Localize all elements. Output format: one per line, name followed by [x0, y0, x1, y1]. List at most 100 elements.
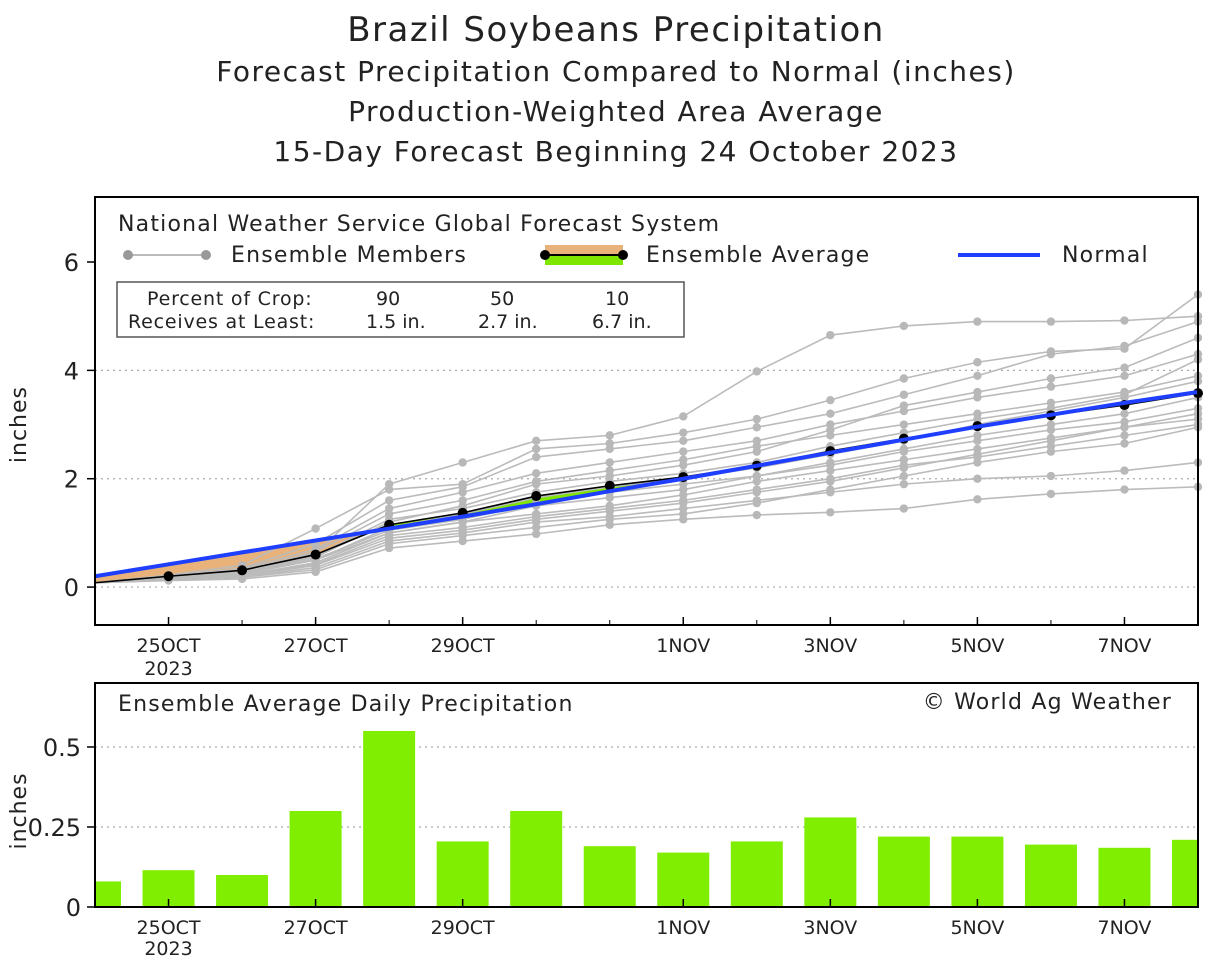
- ensemble-member-point: [826, 431, 835, 440]
- ensemble-member-point: [826, 330, 835, 340]
- ensemble-member-line: [94, 396, 1199, 584]
- crop-amount-10: 6.7 in.: [592, 311, 652, 333]
- ensemble-member-point: [384, 485, 394, 494]
- ensemble-member-point: [752, 496, 761, 505]
- y-tick-label: 2: [64, 466, 79, 494]
- ensemble-member-point: [973, 452, 982, 462]
- ensemble-member-point: [826, 460, 835, 470]
- ensemble-member-point: [679, 447, 688, 456]
- ensemble-member-line: [94, 423, 1199, 584]
- crop-amount-90: 1.5 in.: [366, 311, 426, 333]
- ensemble-average-point: [531, 491, 542, 502]
- ensemble-member-point: [826, 395, 835, 405]
- daily-precip-bar: [657, 852, 710, 907]
- x-tick-label: 7NOV: [1098, 635, 1152, 657]
- ensemble-member-point: [752, 471, 761, 481]
- daily-precip-bar: [95, 881, 121, 907]
- daily-precip-bar: [804, 817, 857, 907]
- ensemble-member-point: [1120, 409, 1129, 418]
- legend-average-above-swatch: [545, 255, 623, 265]
- crop-row2-label: Receives at Least:: [128, 311, 315, 333]
- ensemble-member-point: [1046, 349, 1056, 359]
- bottom-plot-frame: [95, 683, 1198, 907]
- ensemble-member-point: [1120, 371, 1129, 380]
- legend-average-marker-right: [618, 250, 628, 260]
- ensemble-member-point: [605, 520, 614, 529]
- ensemble-member-point: [679, 428, 688, 437]
- ensemble-member-point: [384, 543, 394, 553]
- ensemble-member-line: [94, 426, 1199, 584]
- crop-percent-50: 50: [490, 288, 514, 310]
- ensemble-member-point: [384, 531, 394, 540]
- ensemble-member-point: [532, 436, 541, 445]
- ensemble-member-point: [899, 460, 909, 470]
- ensemble-member-point: [311, 560, 320, 569]
- ensemble-member-point: [973, 317, 982, 326]
- ensemble-member-line: [94, 486, 1199, 584]
- bottom-x-tick-label: 27OCT: [284, 917, 348, 939]
- copyright-label: © World Ag Weather: [923, 690, 1172, 715]
- ensemble-member-point: [1046, 317, 1056, 326]
- ensemble-member-point: [899, 420, 909, 429]
- crop-percent-90: 90: [376, 288, 400, 310]
- ensemble-member-point: [1120, 485, 1129, 494]
- ensemble-member-point: [458, 458, 467, 467]
- ensemble-member-point: [532, 444, 541, 454]
- ensemble-average-point: [237, 565, 248, 576]
- ensemble-member-point: [1046, 489, 1056, 499]
- ensemble-member-point: [1120, 417, 1129, 427]
- ensemble-member-point: [1120, 466, 1129, 475]
- ensemble-member-point: [1120, 316, 1129, 325]
- ensemble-member-point: [458, 523, 467, 532]
- bottom-panel-label: Ensemble Average Daily Precipitation: [118, 692, 574, 717]
- ensemble-member-point: [899, 479, 909, 489]
- ensemble-member-line: [94, 407, 1199, 584]
- ensemble-member-line: [94, 375, 1199, 584]
- ensemble-member-point: [532, 529, 541, 539]
- chart-subtitle-1: Forecast Precipitation Compared to Norma…: [216, 55, 1016, 88]
- ensemble-member-point: [1120, 390, 1129, 399]
- ensemble-member-point: [605, 458, 614, 467]
- chart-title: Brazil Soybeans Precipitation: [347, 10, 885, 50]
- ensemble-member-point: [1046, 382, 1056, 391]
- ensemble-member-point: [752, 510, 761, 520]
- legend-average-below-swatch: [545, 245, 623, 255]
- ensemble-member-point: [973, 393, 982, 402]
- y-axis-label: inches: [7, 386, 32, 463]
- ensemble-member-point: [973, 414, 982, 424]
- ensemble-member-point: [679, 412, 688, 421]
- top-panel: 0 2 4 6 inches 25OCT 27OCT 29OCT 1NOV 3NOV 5NOV 7N…: [7, 196, 1203, 680]
- x-tick-label: 5NOV: [950, 635, 1004, 657]
- ensemble-member-point: [605, 466, 614, 475]
- bottom-y-axis-label: inches: [7, 772, 32, 849]
- ensemble-member-point: [1120, 341, 1129, 351]
- crop-box-frame: [116, 281, 685, 338]
- ensemble-member-point: [458, 496, 467, 505]
- ensemble-member-point: [605, 431, 614, 440]
- ensemble-member-point: [1120, 363, 1129, 372]
- ensemble-member-point: [384, 504, 394, 513]
- x-tick-label: 25OCT: [137, 635, 201, 657]
- y-tick-label: 0: [64, 574, 79, 602]
- legend-average-label: Ensemble Average: [646, 243, 870, 268]
- chart-subtitle-3: 15-Day Forecast Beginning 24 October 202…: [273, 135, 959, 168]
- bottom-y-tick-label: 0: [66, 894, 81, 922]
- legend-average: Ensemble Average: [540, 243, 870, 268]
- daily-precip-bar: [1098, 847, 1151, 907]
- ensemble-member-line: [94, 461, 1199, 584]
- ensemble-member-line: [94, 320, 1199, 584]
- ensemble-member-point: [679, 436, 688, 445]
- ensemble-member-point: [1046, 404, 1056, 413]
- crop-percent-box: Percent of Crop: Receives at Least: 90 5…: [116, 281, 685, 338]
- ensemble-member-point: [826, 409, 835, 418]
- ensemble-member-point: [605, 504, 614, 513]
- bottom-panel: 0 0.25 0.5 inches 25OCT 27OCT 29OCT 1NOV 3NOV 5N…: [7, 682, 1199, 960]
- daily-precip-bar: [510, 811, 563, 907]
- normal-line: [94, 390, 1199, 579]
- daily-precip-bar: [216, 875, 269, 907]
- daily-precip-bar: [877, 836, 930, 907]
- y-tick-label: 4: [64, 357, 79, 385]
- ensemble-member-point: [973, 371, 982, 380]
- ensemble-member-point: [458, 536, 467, 546]
